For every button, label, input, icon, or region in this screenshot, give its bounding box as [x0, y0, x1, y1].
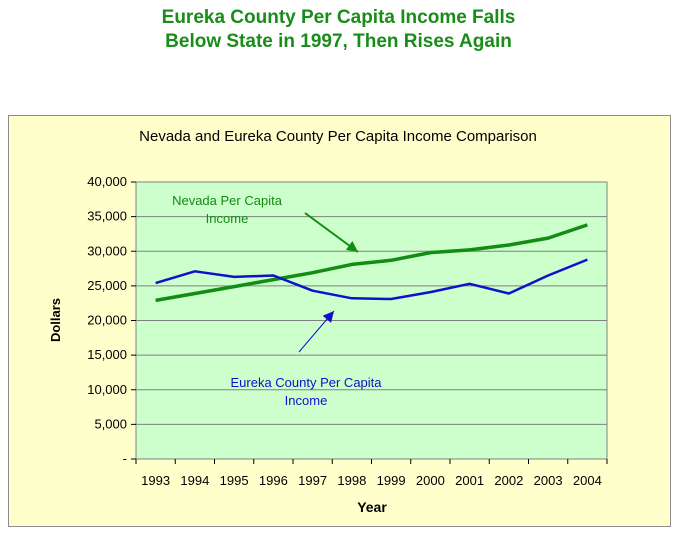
x-tick-label: 2004 [573, 473, 602, 488]
eureka-income-line [155, 258, 588, 301]
y-tick-label: 35,000 [87, 209, 127, 224]
x-tick-label: 1996 [259, 473, 288, 488]
eureka-series-label-line-2: Income [285, 393, 328, 408]
y-tick-label: 30,000 [87, 243, 127, 258]
x-tick-label: 2001 [455, 473, 484, 488]
nevada-series-label-line-2: Income [206, 211, 249, 226]
x-tick-label: 2003 [534, 473, 563, 488]
x-tick-label: 2002 [494, 473, 523, 488]
x-tick-label: 1995 [220, 473, 249, 488]
nevada-series-label: Nevada Per Capita [172, 193, 283, 208]
y-tick-label: 40,000 [87, 174, 127, 189]
x-tick-label: 2000 [416, 473, 445, 488]
x-tick-label: 1999 [377, 473, 406, 488]
nevada-arrow-head [345, 241, 358, 252]
y-tick-label: 5,000 [94, 416, 127, 431]
y-tick-label: - [123, 451, 127, 466]
y-tick-label: 15,000 [87, 347, 127, 362]
y-axis-label: Dollars [48, 298, 63, 342]
chart-title: Nevada and Eureka County Per Capita Inco… [139, 128, 537, 145]
x-axis-label: Year [357, 499, 387, 515]
page-title-line-1: Eureka County Per Capita Income Falls [161, 7, 516, 28]
x-tick-label: 1994 [180, 473, 209, 488]
eureka-arrow-head [322, 311, 334, 323]
y-tick-label: 10,000 [87, 382, 127, 397]
y-tick-label: 25,000 [87, 278, 127, 293]
x-tick-label: 1997 [298, 473, 327, 488]
x-tick-label: 1993 [141, 473, 170, 488]
y-tick-label: 20,000 [87, 313, 127, 328]
nevada-income-line [155, 223, 588, 303]
x-tick-label: 1998 [337, 473, 366, 488]
page-title-line-2: Below State in 1997, Then Rises Again [165, 31, 512, 52]
eureka-series-label: Eureka County Per Capita [230, 375, 382, 390]
